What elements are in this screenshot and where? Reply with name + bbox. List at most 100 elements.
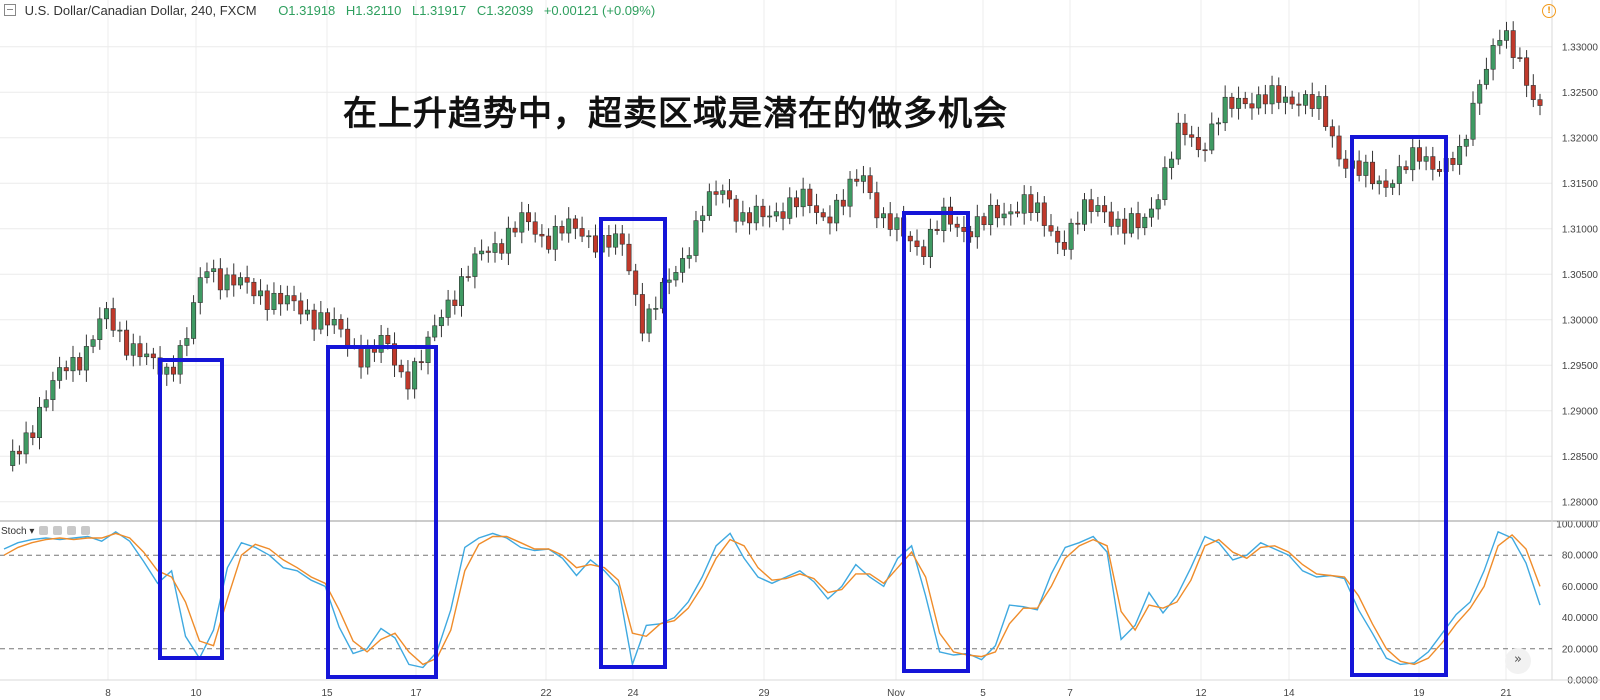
candlestick <box>633 263 639 306</box>
candlestick <box>546 228 552 254</box>
candlestick <box>1041 196 1047 237</box>
candle-up <box>164 366 170 375</box>
candle-up <box>432 325 438 338</box>
candlestick <box>1403 160 1409 174</box>
candle-up <box>23 432 29 455</box>
candlestick <box>552 215 558 261</box>
candlestick <box>706 183 712 221</box>
candlestick <box>1477 79 1483 115</box>
candlestick <box>579 216 585 243</box>
candlestick <box>1128 207 1134 238</box>
symbol-title[interactable]: U.S. Dollar/Canadian Dollar, 240, FXCM <box>24 3 257 18</box>
candlestick <box>1008 203 1014 226</box>
candlestick <box>820 208 826 222</box>
eye-icon[interactable] <box>39 526 49 535</box>
candlestick <box>720 184 726 204</box>
candle-down <box>733 198 739 222</box>
candle-up <box>1155 199 1161 210</box>
candlestick <box>800 177 806 217</box>
candle-up <box>519 212 525 233</box>
indicator-name[interactable]: Stoch <box>1 526 27 537</box>
candle-up <box>1115 218 1121 227</box>
candle-up <box>566 218 572 234</box>
x-tick-label: 5 <box>980 688 986 699</box>
candle-up <box>1215 122 1221 125</box>
candlestick <box>733 195 739 233</box>
candle-down <box>1061 241 1067 250</box>
candle-down <box>713 191 719 195</box>
ohlc-low: L1.31917 <box>411 3 467 18</box>
candlestick <box>1336 125 1342 167</box>
candle-up <box>10 450 16 466</box>
x-tick-label: 7 <box>1067 688 1073 699</box>
candle-down <box>1195 137 1201 151</box>
candle-up <box>284 295 290 305</box>
plus-icon[interactable] <box>66 526 76 535</box>
candlestick <box>10 439 16 472</box>
candlestick <box>1209 112 1215 155</box>
candle-up <box>753 205 759 224</box>
candle-down <box>948 206 954 225</box>
candle-up <box>1477 84 1483 104</box>
candlestick <box>224 267 230 298</box>
candlestick <box>244 265 250 294</box>
candlestick <box>358 334 364 379</box>
candle-down <box>867 175 873 193</box>
candlestick <box>1396 154 1402 196</box>
candle-down <box>994 204 1000 219</box>
candle-down <box>1370 161 1376 185</box>
candle-down <box>311 309 317 330</box>
candle-down <box>961 226 967 232</box>
alert-clock-icon[interactable]: ! <box>1542 4 1556 18</box>
candlestick <box>566 207 572 243</box>
candlestick <box>767 205 773 228</box>
candle-down <box>291 295 297 302</box>
candle-down <box>371 348 377 353</box>
ohlc-high: H1.32110 <box>345 3 402 18</box>
candle-down <box>1102 205 1108 213</box>
candle-down <box>170 366 176 375</box>
candle-down <box>251 281 257 297</box>
candle-up <box>197 277 203 303</box>
candle-up <box>144 353 150 358</box>
candle-down <box>1530 85 1536 100</box>
candlestick <box>1021 185 1027 225</box>
candle-down <box>1383 180 1389 188</box>
candlestick <box>36 397 42 450</box>
candle-up <box>860 175 866 182</box>
candlestick <box>1470 91 1476 146</box>
candlestick <box>1376 175 1382 195</box>
candle-down <box>298 300 304 315</box>
candlestick <box>1061 230 1067 257</box>
candle-up <box>378 335 384 353</box>
candle-down <box>639 294 645 334</box>
candlestick <box>1222 85 1228 131</box>
chevron-down-icon[interactable]: ▾ <box>29 526 35 537</box>
candle-up <box>552 226 558 250</box>
candle-up <box>304 309 310 315</box>
candle-up <box>927 228 933 257</box>
candle-down <box>760 205 766 218</box>
candlestick <box>686 247 692 269</box>
candlestick <box>1430 146 1436 181</box>
candlestick <box>1135 201 1141 240</box>
candlestick <box>465 265 471 282</box>
candle-up <box>271 292 277 310</box>
candlestick <box>412 357 418 399</box>
candlestick <box>97 307 103 350</box>
candle-down <box>579 228 585 237</box>
collapse-icon[interactable] <box>4 4 16 16</box>
candlestick <box>854 169 860 187</box>
candle-down <box>619 233 625 245</box>
candle-up <box>505 227 511 254</box>
candle-down <box>1242 97 1248 105</box>
candlestick <box>83 334 89 382</box>
double-chevron-right-icon[interactable]: » <box>1505 648 1531 674</box>
candlestick <box>271 282 277 315</box>
settings-icon[interactable] <box>52 526 62 535</box>
candlestick <box>726 178 732 208</box>
candlestick <box>773 202 779 222</box>
candlestick <box>713 180 719 206</box>
close-icon[interactable] <box>80 526 90 535</box>
